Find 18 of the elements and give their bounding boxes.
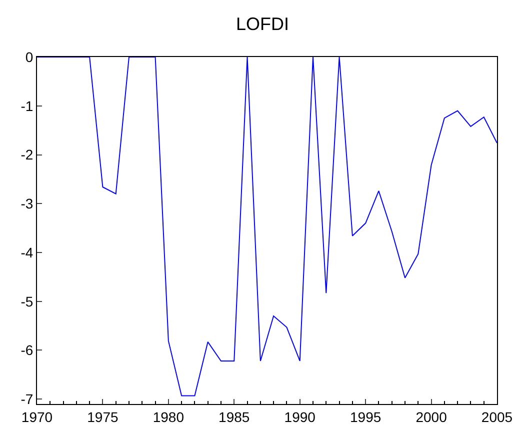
y-tick-label: -5 xyxy=(20,293,34,310)
x-tick-label: 1970 xyxy=(21,408,53,425)
x-tick-label: 1985 xyxy=(218,408,250,425)
x-tick-label: 2000 xyxy=(416,408,448,425)
y-tick-label: -3 xyxy=(20,196,34,212)
x-tick-label: 1995 xyxy=(350,408,382,425)
y-tick-label: -1 xyxy=(20,98,34,114)
chart-title: LOFDI xyxy=(236,14,290,34)
x-tick-label: 1990 xyxy=(284,408,316,425)
y-tick-label: -7 xyxy=(20,391,34,408)
x-tick-label: 1975 xyxy=(87,408,118,425)
line-series xyxy=(37,57,497,396)
y-tick-label: -6 xyxy=(20,342,34,358)
y-tick-label: -4 xyxy=(20,244,34,260)
x-tick-label: 1980 xyxy=(152,408,184,425)
y-tick-label: -2 xyxy=(20,146,34,163)
x-tick-label: 2005 xyxy=(481,408,513,425)
y-tick-label: 0 xyxy=(25,48,34,65)
